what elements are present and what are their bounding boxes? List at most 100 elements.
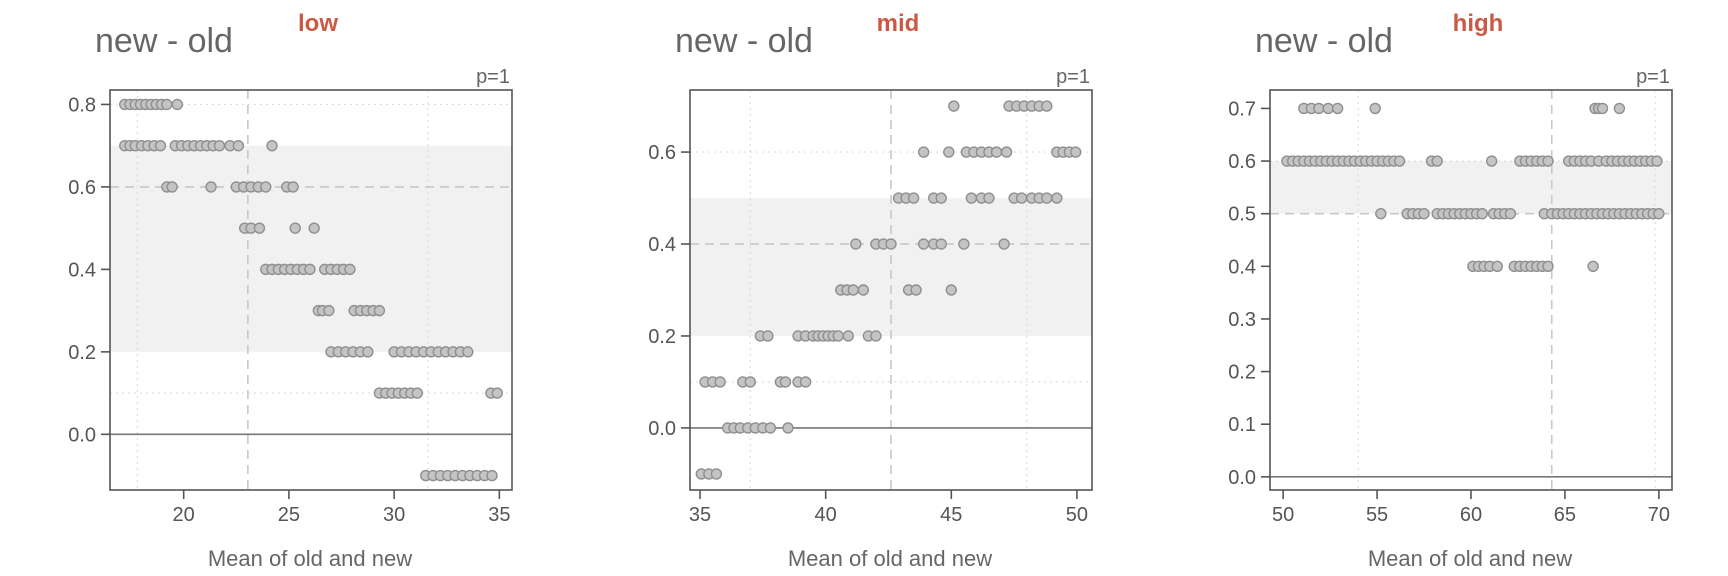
y-tick-label: 0.6 (648, 142, 676, 164)
y-tick-label: 0.1 (1228, 414, 1256, 436)
x-tick-label: 70 (1648, 504, 1670, 526)
data-point (1651, 155, 1663, 167)
y-tick-label: 0.6 (68, 177, 96, 199)
panel-title: mid (877, 10, 920, 37)
data-point (491, 387, 503, 399)
x-tick-label: 65 (1554, 504, 1576, 526)
data-point (998, 238, 1010, 250)
panel-ylabel: new - old (675, 22, 813, 60)
x-tick-label: 35 (689, 504, 711, 526)
data-point (917, 146, 930, 158)
panel-xlabel: Mean of old and new (788, 546, 992, 571)
x-tick-label: 45 (940, 504, 962, 526)
data-point (990, 146, 1003, 158)
panel-high: high new - old p=1 Mean of old and new 5… (1228, 10, 1673, 571)
data-point (870, 330, 882, 342)
data-point (1069, 146, 1082, 158)
data-point (161, 98, 173, 111)
data-point (935, 192, 947, 204)
data-point (935, 238, 947, 250)
data-point (344, 263, 356, 276)
data-point (799, 376, 812, 388)
data-point (1587, 260, 1599, 273)
data-point (762, 330, 774, 342)
x-tick-label: 60 (1460, 504, 1482, 526)
data-point (948, 100, 960, 112)
plot-frame (109, 89, 513, 491)
data-point (154, 139, 167, 152)
data-point (486, 469, 498, 482)
panel-title: low (298, 10, 338, 37)
y-tick-label: 0.2 (648, 326, 676, 348)
data-point (714, 376, 726, 388)
data-point (917, 238, 930, 250)
plot-frame (689, 89, 1093, 491)
y-tick-label: 0.4 (648, 234, 676, 256)
data-point (1491, 260, 1503, 273)
data-point (1653, 207, 1665, 220)
data-point (362, 346, 374, 358)
data-point (910, 284, 922, 296)
y-tick-label: 0.0 (648, 418, 676, 440)
y-tick-label: 0.3 (1228, 309, 1256, 331)
plot-frame (1269, 89, 1673, 491)
data-point (289, 222, 301, 234)
limits-band (1270, 161, 1672, 214)
limits-band (690, 198, 1092, 336)
data-point (373, 304, 386, 317)
y-tick-label: 0.7 (1228, 98, 1256, 120)
data-point (1331, 102, 1344, 115)
data-point (1313, 102, 1325, 115)
panel-annotation: p=1 (1636, 66, 1670, 88)
data-point (1485, 155, 1498, 167)
data-point (842, 330, 854, 342)
y-tick-label: 0.0 (1228, 467, 1256, 489)
data-point (907, 192, 920, 204)
data-point (832, 330, 844, 342)
y-tick-label: 0.6 (1228, 151, 1256, 173)
data-point (1596, 102, 1609, 115)
data-point (1418, 207, 1430, 220)
data-point (253, 222, 266, 234)
data-point (1504, 207, 1517, 220)
panel-annotation: p=1 (1056, 66, 1090, 88)
data-point (958, 238, 970, 250)
data-point (266, 139, 278, 152)
data-point (1613, 102, 1626, 115)
data-point (1041, 192, 1053, 204)
y-tick-label: 0.2 (1228, 362, 1256, 384)
y-tick-label: 0.8 (68, 94, 96, 116)
data-point (323, 304, 335, 317)
y-tick-label: 0.2 (68, 342, 96, 364)
y-tick-label: 0.5 (1228, 204, 1256, 226)
y-tick-label: 0.4 (1228, 256, 1256, 278)
limits-band (110, 145, 512, 352)
x-tick-label: 30 (383, 504, 405, 526)
data-point (205, 181, 217, 193)
data-point (1375, 207, 1387, 220)
data-point (850, 238, 862, 250)
x-tick-label: 40 (815, 504, 837, 526)
data-point (965, 192, 978, 204)
data-point (411, 387, 423, 399)
data-point (779, 376, 792, 388)
panel-title: high (1453, 10, 1504, 37)
data-point (744, 376, 756, 388)
x-tick-label: 25 (278, 504, 300, 526)
x-tick-label: 50 (1066, 504, 1088, 526)
y-tick-label: 0.4 (68, 259, 96, 281)
data-point (983, 192, 995, 204)
data-point (260, 181, 272, 193)
x-tick-label: 55 (1366, 504, 1388, 526)
x-tick-label: 50 (1272, 504, 1294, 526)
data-point (462, 346, 474, 358)
data-point (232, 139, 245, 152)
x-tick-label: 35 (488, 504, 510, 526)
data-point (166, 181, 178, 193)
data-point (943, 146, 955, 158)
data-point (287, 181, 299, 193)
data-point (1542, 155, 1554, 167)
data-point (1431, 155, 1443, 167)
data-point (1369, 102, 1381, 115)
